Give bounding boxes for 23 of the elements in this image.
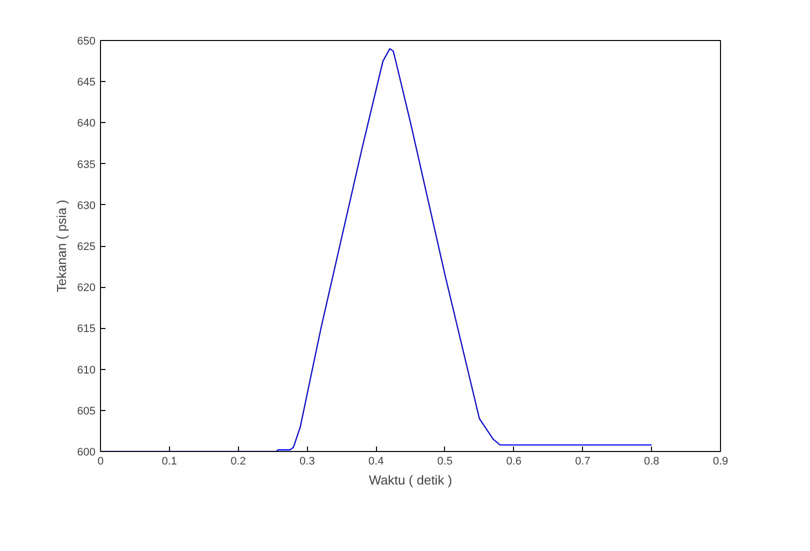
y-tick-label: 605 [77,405,96,418]
x-tick-label: 0 [97,456,104,468]
y-tick-label: 610 [77,364,96,376]
y-tick-label: 630 [77,200,96,212]
y-tick-label: 620 [77,282,96,294]
x-tick-label: 0.1 [162,456,178,468]
y-tick-label: 600 [77,446,96,458]
y-tick-label: 635 [77,158,96,171]
x-tick-label: 0.8 [644,456,660,468]
x-tick-label: 0.7 [575,456,590,468]
y-tick-label: 645 [77,76,96,89]
y-axis-title: Tekanan ( psia ) [54,200,70,292]
x-tick-label: 0.6 [506,456,522,468]
x-tick-label: 0.5 [437,456,453,468]
x-tick-label: 0.4 [368,456,384,468]
y-tick-label: 625 [77,241,96,253]
y-tick-label: 615 [77,323,96,336]
x-axis-title: Waktu ( detik ) [368,472,452,488]
y-tick-label: 640 [77,118,96,130]
y-tick-label: 650 [77,36,96,48]
x-tick-label: 0.9 [712,456,728,468]
x-tick-label: 0.2 [230,456,246,468]
x-tick-label: 0.3 [300,456,315,468]
